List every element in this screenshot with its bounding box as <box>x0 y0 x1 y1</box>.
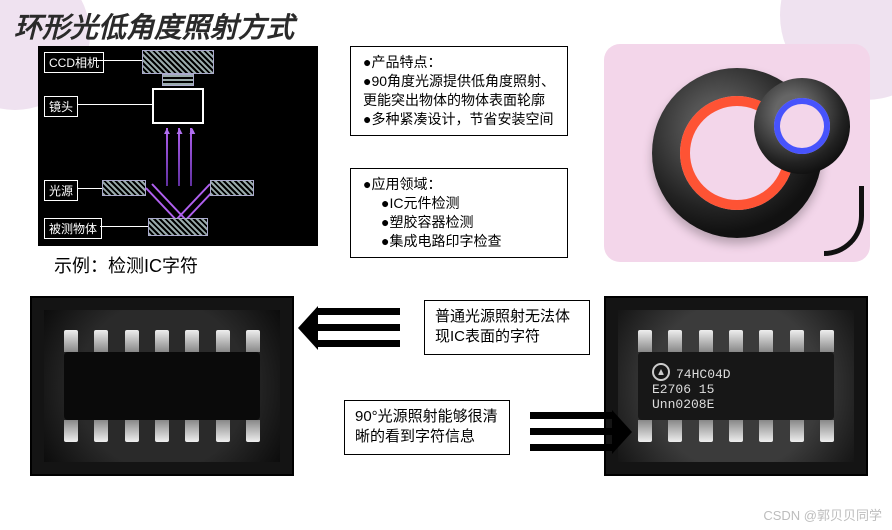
chip-text-line: 74HC04D <box>676 367 731 382</box>
page-title: 环形光低角度照射方式 <box>14 6 294 46</box>
label-lens: 镜头 <box>44 96 78 117</box>
watermark: CSDN @郭贝贝同学 <box>763 505 882 524</box>
applications-item: 集成电路印字检查 <box>389 233 501 249</box>
label-light: 光源 <box>44 180 78 201</box>
chip-dark <box>30 296 294 476</box>
illumination-diagram: CCD相机 镜头 ▲ ▲ ▲ 光源 被测物体 <box>38 46 318 246</box>
arrow-left-icon <box>304 306 414 350</box>
applications-item: 塑胶容器检测 <box>389 214 473 230</box>
ring-light-blue <box>754 78 850 174</box>
chip-text-line: E2706 15 <box>652 382 820 397</box>
features-heading: 产品特点： <box>371 54 441 70</box>
caption-angle90: 90°光源照射能够很清晰的看到字符信息 <box>344 400 510 455</box>
features-box: ●产品特点： ●90角度光源提供低角度照射、更能突出物体的物体表面轮廓 ●多种紧… <box>350 46 568 136</box>
features-item: 90角度光源提供低角度照射、更能突出物体的物体表面轮廓 <box>363 73 555 108</box>
chip-readable: 74HC04D E2706 15 Unn0208E <box>604 296 868 476</box>
label-camera: CCD相机 <box>44 52 104 73</box>
chip-text-line: Unn0208E <box>652 397 820 412</box>
applications-box: ●应用领域： ●IC元件检测 ●塑胶容器检测 ●集成电路印字检查 <box>350 168 568 258</box>
label-object: 被测物体 <box>44 218 102 239</box>
applications-item: IC元件检测 <box>389 195 459 211</box>
product-photo <box>604 44 870 262</box>
example-label: 示例：检测IC字符 <box>54 252 198 278</box>
arrow-right-icon <box>516 410 626 454</box>
cable-icon <box>824 186 864 256</box>
applications-heading: 应用领域： <box>371 176 441 192</box>
caption-normal: 普通光源照射无法体现IC表面的字符 <box>424 300 590 355</box>
features-item: 多种紧凑设计，节省安装空间 <box>371 111 553 127</box>
chip-logo-icon <box>652 363 670 381</box>
